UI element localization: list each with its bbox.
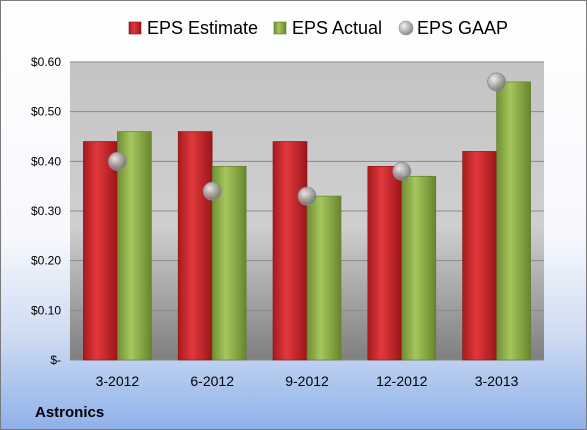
point-eps-gaap: [297, 186, 317, 206]
x-tick-label: 12-2012: [376, 373, 428, 389]
bar-eps-actual: [306, 195, 342, 361]
point-eps-gaap: [392, 161, 412, 181]
legend-label: EPS GAAP: [417, 18, 508, 38]
point-eps-gaap: [487, 72, 507, 92]
bar-eps-estimate: [83, 141, 118, 361]
bar-eps-estimate: [367, 166, 403, 361]
x-tick-label: 6-2012: [190, 373, 234, 389]
bar-eps-actual: [117, 131, 152, 361]
legend-label: EPS Estimate: [147, 18, 258, 38]
y-axis-labels: $- $0.10 $0.20 $0.30 $0.40 $0.50 $0.60: [31, 55, 61, 367]
y-tick-label: $0.60: [31, 55, 61, 69]
legend-swatch: [398, 20, 414, 36]
legend: EPS Estimate EPS Actual EPS GAAP: [128, 18, 508, 38]
point-eps-gaap: [108, 151, 127, 171]
bar-eps-estimate: [177, 131, 213, 361]
x-axis-labels: 3-2012 6-2012 9-2012 12-2012 3-2013: [96, 373, 519, 389]
bar-eps-estimate: [462, 151, 497, 361]
x-tick-label: 9-2012: [285, 373, 329, 389]
legend-swatch: [128, 21, 142, 35]
gaap-points: [108, 72, 507, 206]
bar-eps-actual: [401, 175, 437, 361]
y-tick-label: $-: [50, 353, 61, 367]
y-tick-label: $0.40: [31, 154, 61, 168]
y-tick-label: $0.10: [31, 303, 61, 317]
x-tick-label: 3-2013: [475, 373, 519, 389]
bar-series: [83, 81, 531, 361]
bar-eps-estimate: [272, 141, 308, 361]
legend-label: EPS Actual: [292, 18, 382, 38]
company-name: Astronics: [35, 404, 104, 421]
legend-swatch: [273, 21, 287, 35]
y-tick-label: $0.30: [31, 204, 61, 218]
bar-eps-actual: [496, 81, 531, 361]
y-tick-label: $0.20: [31, 254, 61, 268]
point-eps-gaap: [202, 181, 222, 201]
y-tick-label: $0.50: [31, 105, 61, 119]
x-tick-label: 3-2012: [96, 373, 140, 389]
